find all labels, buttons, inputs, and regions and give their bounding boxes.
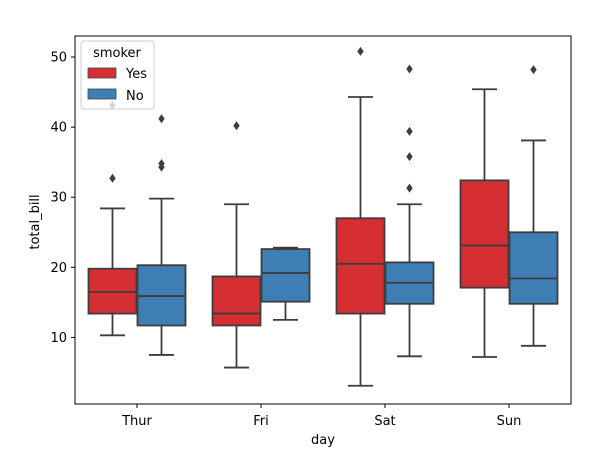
box-thur-yes	[87, 100, 138, 337]
y-tick-label: 10	[50, 331, 67, 346]
legend-label-yes: Yes	[125, 67, 147, 82]
box-iqr	[335, 217, 386, 315]
x-tick-label: Fri	[253, 414, 269, 429]
legend-title: smoker	[93, 46, 141, 61]
outlier-point	[158, 159, 165, 169]
legend-swatch-no	[87, 88, 117, 100]
box-iqr	[508, 231, 559, 305]
outlier-point	[530, 65, 537, 75]
outlier-point	[233, 121, 240, 131]
outlier-point	[109, 173, 116, 183]
axes: 10 20 30 40 50 Thur Fri Sat Sun	[50, 35, 572, 429]
box-iqr	[211, 275, 262, 327]
box-sat-no	[384, 64, 435, 358]
box-sun-no	[508, 65, 559, 347]
box-fri-yes	[211, 121, 262, 369]
outlier-point	[158, 114, 165, 124]
box-thur-no	[136, 114, 187, 356]
box-sat-yes	[335, 46, 386, 387]
y-axis-label: total_bill	[28, 194, 43, 249]
box-iqr	[459, 179, 510, 289]
box-sun-yes	[459, 88, 510, 358]
axes-frame	[74, 35, 572, 405]
x-tick-label: Thur	[121, 414, 152, 429]
outlier-point	[406, 152, 413, 162]
legend-swatch-yes	[87, 67, 117, 79]
x-axis-label: day	[311, 433, 335, 448]
x-tick-label: Sun	[497, 414, 522, 429]
box-fri-no	[260, 246, 311, 321]
y-tick-label: 30	[50, 191, 67, 206]
plot-area	[87, 46, 559, 387]
legend: smoker Yes No	[80, 40, 155, 110]
outlier-point	[406, 64, 413, 74]
legend-label-no: No	[126, 89, 144, 104]
y-tick-label: 50	[50, 51, 67, 66]
box-iqr	[260, 248, 311, 303]
x-tick-label: Sat	[374, 414, 395, 429]
y-tick-label: 40	[50, 121, 67, 136]
outlier-point	[406, 183, 413, 193]
outlier-point	[406, 126, 413, 136]
outlier-point	[357, 46, 364, 56]
y-tick-label: 20	[50, 261, 67, 276]
